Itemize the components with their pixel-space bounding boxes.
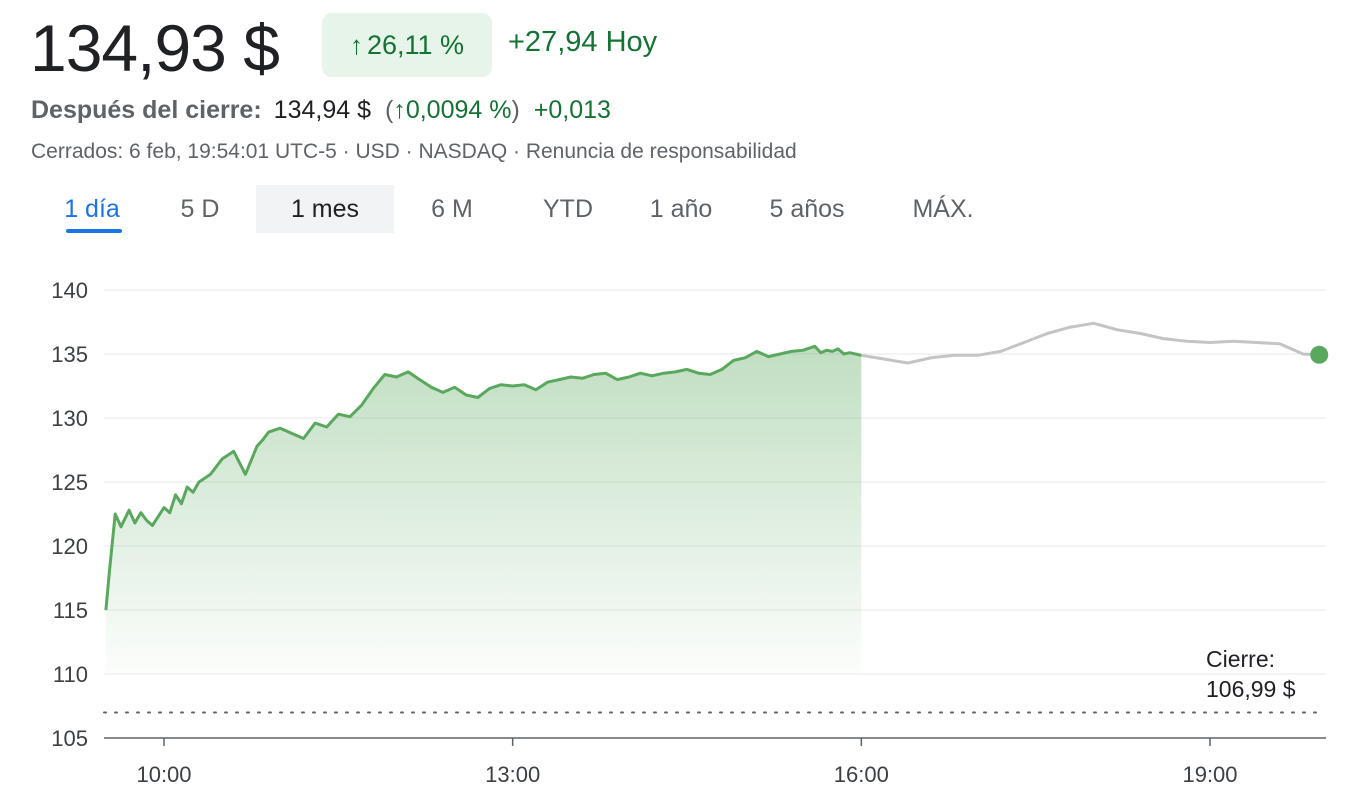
chart-series [103, 321, 1329, 714]
after-hours-percent: (↑0,0094 %) [385, 96, 520, 124]
tab-1-day[interactable]: 1 día [40, 185, 144, 233]
after-hours-change: +0,013 [533, 96, 611, 124]
tab-6-months[interactable]: 6 M [431, 194, 473, 223]
range-tabs: 1 día 5 D 1 mes 6 M YTD 1 año 5 años MÁX… [40, 185, 1008, 233]
x-tick-label: 16:00 [834, 762, 889, 787]
x-tick-label: 19:00 [1182, 762, 1237, 787]
tab-1-year[interactable]: 1 año [649, 194, 713, 223]
tab-max[interactable]: MÁX. [912, 194, 974, 223]
arrow-up-icon: ↑ [349, 29, 363, 60]
y-tick-label: 125 [51, 470, 88, 495]
change-percent-badge: ↑ 26,11 % [322, 13, 492, 77]
x-tick-label: 13:00 [485, 762, 540, 787]
y-tick-label: 110 [53, 662, 88, 687]
after-hours-price: 134,94 $ [273, 96, 371, 124]
price-chart[interactable]: 105 110 115 120 125 130 135 140 10:00 13:00 16:00… [0, 250, 1366, 810]
after-hours-label: Después del cierre: [31, 96, 262, 124]
current-price: 134,93 $ [30, 11, 280, 85]
tab-ytd[interactable]: YTD [543, 194, 593, 223]
previous-close-value: 106,99 $ [1206, 676, 1296, 702]
previous-close-label: Cierre: [1206, 646, 1276, 672]
y-tick-label: 120 [51, 534, 88, 559]
last-price-dot [1310, 345, 1329, 364]
tab-5-days[interactable]: 5 D [180, 194, 220, 223]
y-tick-label: 105 [51, 726, 88, 751]
after-hours-row: Después del cierre: 134,94 $ (↑0,0094 %) +0… [31, 96, 611, 125]
paren-open: ( [385, 96, 394, 124]
previous-close-annotation: Cierre: 106,99 $ [1206, 644, 1296, 704]
regular-session-line [104, 344, 862, 611]
y-tick-label: 140 [51, 278, 88, 303]
after-hours-percent-value: 0,0094 % [405, 96, 512, 124]
y-tick-label: 135 [51, 342, 88, 367]
x-axis: 10:00 13:00 16:00 19:00 [104, 737, 1326, 787]
paren-close: ) [511, 96, 520, 124]
y-axis: 105 110 115 120 125 130 135 140 [51, 278, 88, 751]
x-tick-label: 10:00 [136, 762, 191, 787]
change-percent: 26,11 % [366, 29, 465, 60]
regular-session-area [105, 346, 862, 674]
arrow-up-icon: ↑ [393, 96, 406, 124]
market-status-line: Cerrados: 6 feb, 19:54:01 UTC-5 · USD · … [31, 140, 797, 163]
tab-1-month[interactable]: 1 mes [256, 185, 394, 233]
y-tick-label: 130 [51, 406, 88, 431]
y-tick-label: 115 [53, 598, 88, 623]
tab-5-years[interactable]: 5 años [769, 194, 845, 223]
after-hours-line [861, 321, 1320, 365]
change-today: +27,94 Hoy [508, 26, 658, 58]
